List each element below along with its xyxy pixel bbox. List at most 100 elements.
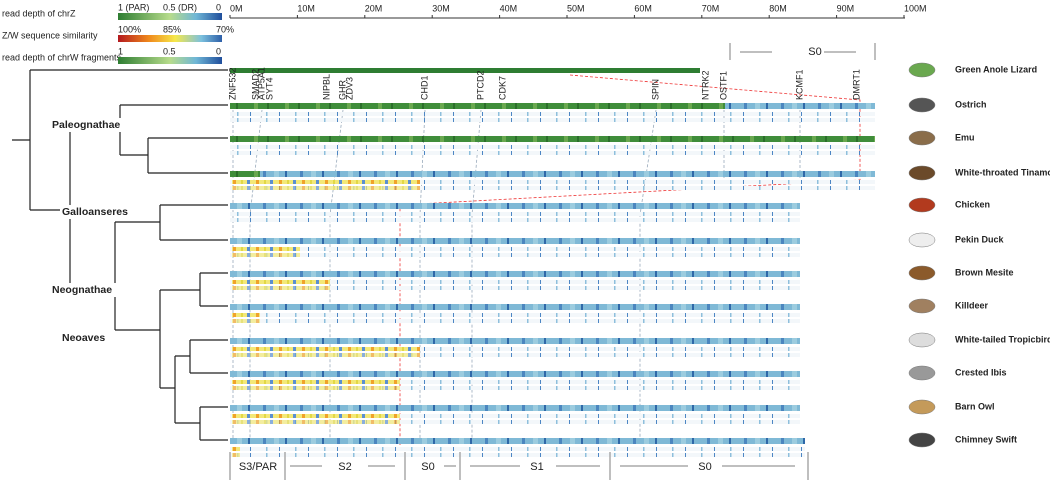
axis-label: 100M bbox=[904, 3, 927, 13]
similarity-track bbox=[232, 286, 330, 290]
species-label: Ostrich bbox=[955, 99, 987, 109]
stratum-label: S0 bbox=[698, 461, 711, 473]
similarity-track bbox=[232, 180, 420, 184]
species-icon bbox=[908, 197, 936, 213]
similarity-track bbox=[232, 414, 400, 418]
legend-title: read depth of chrW fragments bbox=[2, 52, 122, 62]
w-track bbox=[230, 118, 875, 122]
clade-bg bbox=[50, 118, 122, 132]
species-icon bbox=[908, 332, 936, 348]
gene-label: SPIN bbox=[650, 79, 660, 100]
chrz-track bbox=[230, 238, 800, 244]
stratum-label: S1 bbox=[530, 461, 543, 473]
species-label: White-tailed Tropicbird bbox=[955, 334, 1050, 344]
w-track bbox=[230, 420, 800, 424]
similarity-track bbox=[232, 247, 300, 251]
w-track bbox=[230, 151, 875, 155]
chrz-track bbox=[230, 405, 800, 411]
stratum-label: S0 bbox=[421, 461, 434, 473]
w-track bbox=[230, 186, 875, 190]
axis-label: 40M bbox=[500, 3, 518, 13]
w-track bbox=[230, 313, 800, 317]
w-track bbox=[230, 253, 800, 257]
species-icon bbox=[908, 232, 936, 248]
similarity-track bbox=[232, 380, 400, 384]
similarity-track bbox=[232, 280, 330, 284]
chrz-track bbox=[230, 171, 875, 177]
species-label: Pekin Duck bbox=[955, 234, 1005, 244]
species-label: Chicken bbox=[955, 199, 990, 209]
species-icon bbox=[908, 130, 936, 146]
legend-bar bbox=[118, 57, 222, 64]
similarity-track bbox=[232, 353, 420, 357]
axis-label: 10M bbox=[297, 3, 315, 13]
gene-label: OSTF1 bbox=[718, 71, 728, 100]
legend-label: 85% bbox=[163, 24, 181, 34]
species-icon bbox=[908, 165, 936, 181]
chrz-track bbox=[230, 271, 800, 277]
legend-label: 0.5 bbox=[163, 46, 176, 56]
axis-label: 30M bbox=[432, 3, 450, 13]
legend-label: 100% bbox=[118, 24, 141, 34]
axis-label: 0M bbox=[230, 3, 243, 13]
similarity-track bbox=[232, 453, 240, 457]
chrz-track bbox=[230, 304, 800, 310]
stratum-bracket bbox=[729, 43, 876, 60]
chrz-track bbox=[230, 371, 800, 377]
species-icon bbox=[908, 265, 936, 281]
clade-bg bbox=[60, 331, 132, 345]
gene-label: CDK7 bbox=[497, 76, 507, 100]
legend-label: 0.5 (DR) bbox=[163, 2, 197, 12]
species-label: Killdeer bbox=[955, 300, 989, 310]
species-icon bbox=[908, 62, 936, 78]
species-icon bbox=[908, 365, 936, 381]
stratum-label: S0 bbox=[808, 46, 821, 58]
chrz-track bbox=[230, 438, 805, 444]
legend-bar bbox=[118, 35, 222, 42]
gene-label: CHD1 bbox=[419, 75, 429, 100]
w-track bbox=[230, 180, 875, 184]
legend-title: read depth of chrZ bbox=[2, 8, 76, 18]
similarity-track bbox=[232, 253, 300, 257]
axis-label: 70M bbox=[702, 3, 720, 13]
clade-label: Neognathae bbox=[52, 284, 112, 296]
legend-label: 1 bbox=[118, 46, 123, 56]
species-icon bbox=[908, 97, 936, 113]
w-track bbox=[230, 414, 800, 418]
w-track bbox=[230, 319, 800, 323]
gene-label: SMAD2 bbox=[250, 69, 260, 100]
w-track bbox=[230, 386, 800, 390]
species-icon bbox=[908, 399, 936, 415]
axis-label: 60M bbox=[634, 3, 652, 13]
similarity-track bbox=[232, 313, 260, 317]
w-track bbox=[230, 145, 875, 149]
w-track bbox=[230, 112, 875, 116]
clade-bg bbox=[60, 205, 132, 219]
chrz-track-par bbox=[230, 171, 260, 177]
species-label: Chimney Swift bbox=[955, 434, 1017, 444]
gene-label: KCMF1 bbox=[794, 69, 804, 100]
axis-label: 80M bbox=[769, 3, 787, 13]
axis-label: 20M bbox=[365, 3, 383, 13]
legend-label: 1 (PAR) bbox=[118, 2, 149, 12]
species-label: White-throated Tinamou bbox=[955, 167, 1050, 177]
gene-label: DMRT1 bbox=[851, 69, 861, 100]
chrz-track bbox=[230, 338, 800, 344]
stratum-label: S3/PAR bbox=[239, 461, 277, 473]
gene-label: ZDV3 bbox=[344, 77, 354, 100]
gene-label: SYT4 bbox=[264, 77, 274, 100]
gene-label: PTCD2 bbox=[475, 70, 485, 100]
clade-bg bbox=[50, 283, 122, 297]
w-track bbox=[230, 380, 800, 384]
chrz-track bbox=[230, 203, 800, 209]
similarity-track bbox=[232, 319, 260, 323]
axis-label: 50M bbox=[567, 3, 585, 13]
clade-label: Neoaves bbox=[62, 332, 105, 344]
w-track bbox=[230, 447, 805, 451]
stratum-label: S2 bbox=[338, 461, 351, 473]
w-track bbox=[230, 218, 800, 222]
gene-label: ZNF532 bbox=[227, 67, 237, 100]
strata-brackets bbox=[229, 452, 809, 480]
w-track bbox=[230, 453, 805, 457]
